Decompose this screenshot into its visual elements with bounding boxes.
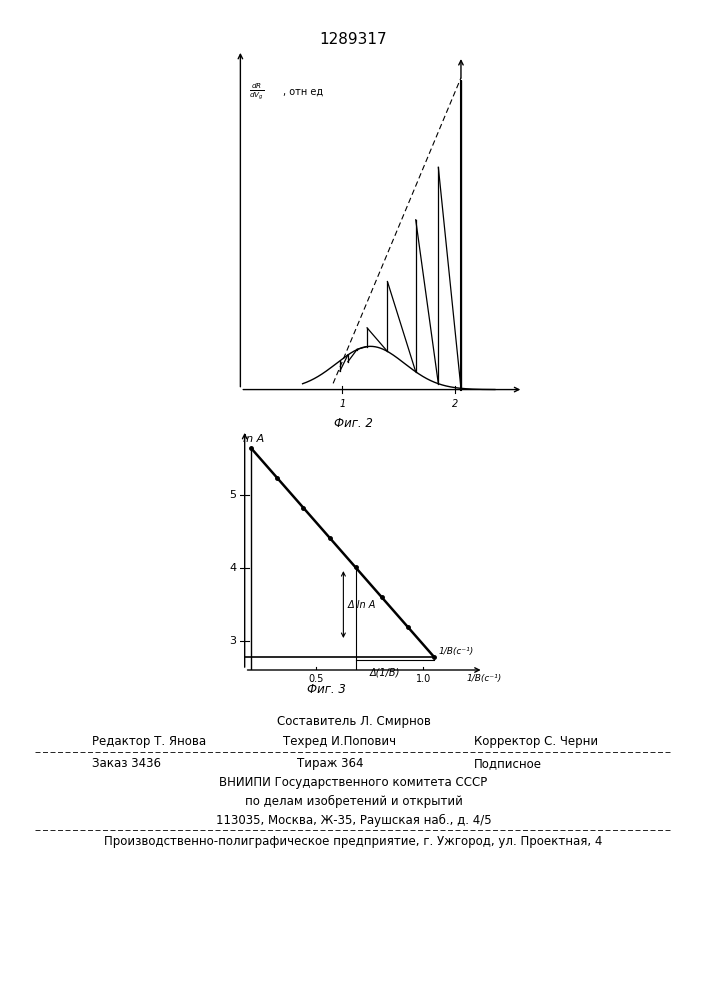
Text: ВНИИПИ Государственного комитета СССР: ВНИИПИ Государственного комитета СССР xyxy=(219,776,488,789)
Text: 1289317: 1289317 xyxy=(320,32,387,47)
Text: 5: 5 xyxy=(229,490,236,500)
Text: Подписное: Подписное xyxy=(474,757,542,770)
Text: ln A: ln A xyxy=(243,434,264,444)
Text: Заказ 3436: Заказ 3436 xyxy=(92,757,161,770)
Text: Производственно-полиграфическое предприятие, г. Ужгород, ул. Проектная, 4: Производственно-полиграфическое предприя… xyxy=(105,835,602,848)
Text: по делам изобретений и открытий: по делам изобретений и открытий xyxy=(245,795,462,808)
Text: 113035, Москва, Ж-35, Раушская наб., д. 4/5: 113035, Москва, Ж-35, Раушская наб., д. … xyxy=(216,814,491,827)
Text: , отн ед: , отн ед xyxy=(284,87,324,97)
Text: Техред И.Попович: Техред И.Попович xyxy=(283,735,396,748)
Text: 1: 1 xyxy=(339,399,345,409)
Text: 1.0: 1.0 xyxy=(416,674,431,684)
Text: 2: 2 xyxy=(452,399,458,409)
Text: Фиг. 3: Фиг. 3 xyxy=(307,683,346,696)
Text: Составитель Л. Смирнов: Составитель Л. Смирнов xyxy=(276,715,431,728)
Text: Δ ln A: Δ ln A xyxy=(348,600,376,610)
Text: $\frac{dR}{dV_g}$: $\frac{dR}{dV_g}$ xyxy=(250,81,264,102)
Text: 1/B(c⁻¹): 1/B(c⁻¹) xyxy=(467,674,501,683)
Text: Тираж 364: Тираж 364 xyxy=(297,757,363,770)
Text: Фиг. 2: Фиг. 2 xyxy=(334,417,373,430)
Text: Корректор С. Черни: Корректор С. Черни xyxy=(474,735,598,748)
Text: Редактор Т. Янова: Редактор Т. Янова xyxy=(92,735,206,748)
Text: 4: 4 xyxy=(229,563,236,573)
Text: 1/B(c⁻¹): 1/B(c⁻¹) xyxy=(438,647,474,656)
Text: Δ(1/B): Δ(1/B) xyxy=(369,667,399,677)
Text: 3: 3 xyxy=(229,636,236,646)
Text: 0.5: 0.5 xyxy=(308,674,323,684)
